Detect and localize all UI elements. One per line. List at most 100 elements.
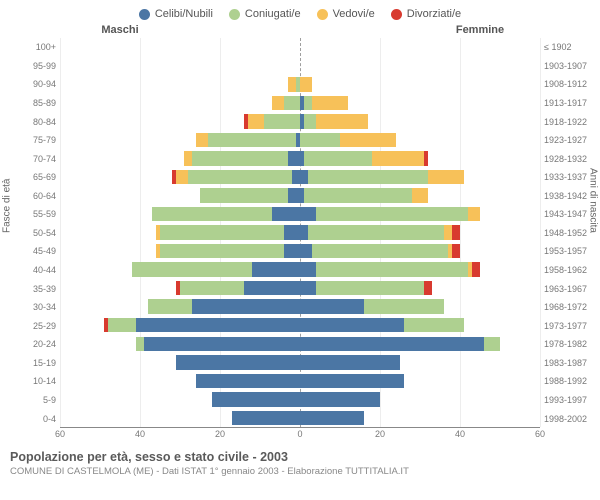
segment-m (404, 318, 464, 332)
segment-w (444, 225, 452, 239)
segment-m (108, 318, 136, 332)
x-tick: 60 (55, 429, 65, 439)
birth-label: 1913-1917 (544, 98, 590, 108)
bar-male (60, 337, 300, 351)
birth-label: 1958-1962 (544, 265, 590, 275)
segment-s (300, 374, 404, 388)
bar-female (300, 374, 540, 388)
segment-s (300, 244, 312, 258)
bar-male (60, 281, 300, 295)
legend-item: Celibi/Nubili (139, 8, 213, 20)
bar-female (300, 225, 540, 239)
segment-m (312, 244, 448, 258)
bar-male (60, 262, 300, 276)
legend-item: Coniugati/e (229, 8, 301, 20)
legend-label: Coniugati/e (245, 8, 301, 20)
segment-w (300, 77, 312, 91)
age-label: 70-74 (10, 154, 56, 164)
birth-label: 1988-1992 (544, 376, 590, 386)
segment-m (136, 337, 144, 351)
segment-w (372, 151, 424, 165)
bar-female (300, 40, 540, 54)
legend-swatch (229, 9, 240, 20)
segment-s (292, 170, 300, 184)
gender-headers: Maschi Femmine (10, 24, 590, 36)
row (60, 112, 540, 131)
bar-male (60, 374, 300, 388)
age-label: 80-84 (10, 117, 56, 127)
age-label: 75-79 (10, 135, 56, 145)
segment-m (316, 262, 468, 276)
bar-male (60, 114, 300, 128)
segment-m (304, 114, 316, 128)
bar-male (60, 170, 300, 184)
birth-label: 1998-2002 (544, 414, 590, 424)
segment-s (300, 318, 404, 332)
legend-label: Vedovi/e (333, 8, 375, 20)
segment-w (196, 133, 208, 147)
segment-s (300, 170, 308, 184)
row (60, 205, 540, 224)
row (60, 372, 540, 391)
x-tick: 60 (535, 429, 545, 439)
x-tick: 40 (455, 429, 465, 439)
header-male: Maschi (10, 24, 300, 36)
segment-m (316, 207, 468, 221)
segment-s (212, 392, 300, 406)
row (60, 390, 540, 409)
segment-m (316, 281, 424, 295)
row (60, 260, 540, 279)
segment-m (308, 170, 428, 184)
segment-s (284, 244, 300, 258)
rows (60, 38, 540, 427)
age-label: 60-64 (10, 191, 56, 201)
y-axis-title-left: Fasce di età (2, 179, 13, 233)
legend: Celibi/Nubili Coniugati/e Vedovi/e Divorzia… (10, 8, 590, 20)
segment-s (232, 411, 300, 425)
row (60, 75, 540, 94)
bar-male (60, 244, 300, 258)
birth-label: 1973-1977 (544, 321, 590, 331)
bar-female (300, 411, 540, 425)
segment-d (424, 151, 428, 165)
bar-female (300, 355, 540, 369)
segment-s (284, 225, 300, 239)
birth-label: 1943-1947 (544, 209, 590, 219)
segment-m (300, 133, 340, 147)
birth-label: 1918-1922 (544, 117, 590, 127)
bar-female (300, 392, 540, 406)
bar-female (300, 170, 540, 184)
bar-female (300, 77, 540, 91)
segment-s (300, 225, 308, 239)
age-label: 45-49 (10, 246, 56, 256)
age-label: 5-9 (10, 395, 56, 405)
age-label: 85-89 (10, 98, 56, 108)
bar-female (300, 337, 540, 351)
bar-male (60, 392, 300, 406)
segment-m (200, 188, 288, 202)
birth-label: ≤ 1902 (544, 42, 590, 52)
plot (60, 38, 540, 428)
segment-d (424, 281, 432, 295)
bar-female (300, 96, 540, 110)
legend-label: Divorziati/e (407, 8, 461, 20)
row (60, 38, 540, 57)
bar-female (300, 114, 540, 128)
birth-label: 1983-1987 (544, 358, 590, 368)
x-tick: 40 (135, 429, 145, 439)
segment-s (288, 151, 300, 165)
bar-male (60, 96, 300, 110)
age-label: 90-94 (10, 79, 56, 89)
segment-d (452, 244, 460, 258)
row (60, 297, 540, 316)
x-axis: 6040200204060 (60, 428, 540, 442)
age-label: 100+ (10, 42, 56, 52)
segment-w (340, 133, 396, 147)
bar-female (300, 188, 540, 202)
bar-male (60, 151, 300, 165)
bar-female (300, 151, 540, 165)
legend-item: Divorziati/e (391, 8, 461, 20)
x-tick: 20 (375, 429, 385, 439)
segment-w (412, 188, 428, 202)
bar-female (300, 244, 540, 258)
